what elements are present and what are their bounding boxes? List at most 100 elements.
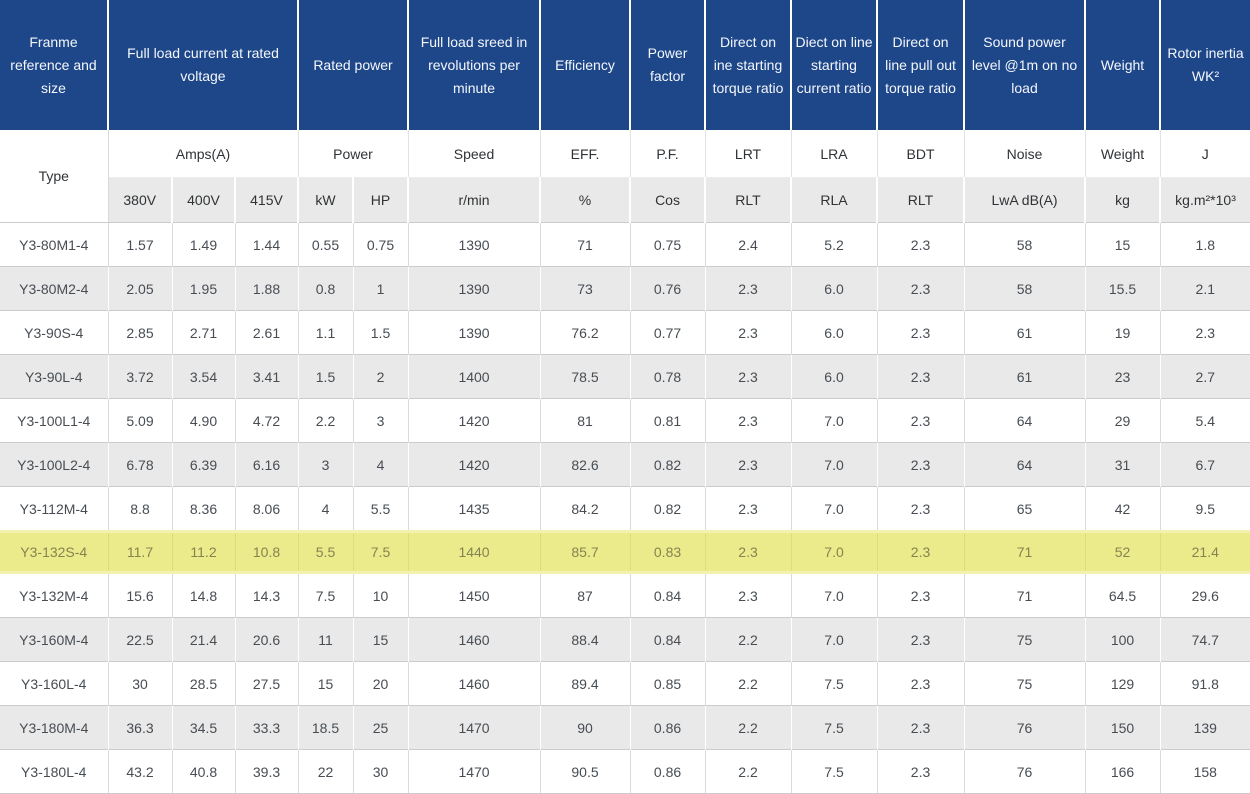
value-cell: 150 (1085, 705, 1161, 750)
value-cell: 18.5 (298, 705, 354, 750)
type-cell: Y3-112M-4 (0, 486, 109, 532)
unit-400v: 400V (172, 177, 236, 223)
value-cell: 14.8 (172, 572, 236, 618)
value-cell: 2.3 (877, 661, 965, 706)
table-row: Y3-90S-4 2.85 2.71 2.61 1.1 1.5 1390 76.2 0.77 2.… (0, 310, 1250, 355)
table-row: Y3-90L-4 3.72 3.54 3.41 1.5 2 1400 78.5 0.78 2.3 6… (0, 354, 1250, 399)
value-cell: 2.3 (877, 266, 965, 311)
value-cell: 61 (964, 354, 1086, 399)
value-cell: 139 (1160, 705, 1250, 750)
col-power-factor: Power factor (630, 0, 707, 130)
value-cell: 6.78 (108, 442, 173, 487)
col-frame-reference: Franme reference and size (0, 0, 109, 130)
value-cell: 129 (1085, 661, 1161, 706)
value-cell: 31 (1085, 442, 1161, 487)
value-cell: 2.3 (877, 486, 965, 532)
value-cell: 2.71 (172, 310, 236, 355)
value-cell: 0.76 (630, 266, 706, 311)
value-cell: 36.3 (108, 705, 173, 750)
value-cell: 7.5 (298, 572, 354, 618)
value-cell: 29.6 (1160, 572, 1250, 618)
value-cell: 2.3 (877, 310, 965, 355)
value-cell: 78.5 (540, 354, 631, 399)
value-cell: 0.83 (630, 530, 706, 574)
value-cell: 1390 (408, 266, 541, 311)
unit-hp: HP (353, 177, 410, 223)
subcol-weight: Weight (1085, 130, 1161, 178)
table-row: Y3-112M-4 8.8 8.36 8.06 4 5.5 1435 84.2 0.82 2.3 7… (0, 486, 1250, 532)
value-cell: 20 (353, 661, 409, 706)
table-row: Y3-132M-4 15.6 14.8 14.3 7.5 10 1450 87 0.84 2.3 7… (0, 572, 1250, 618)
value-cell: 1435 (408, 486, 541, 532)
header-units-row: 380V 400V 415V kW HP r/min % Cos RLT RLA… (0, 177, 1250, 223)
value-cell: 0.85 (630, 661, 706, 706)
type-cell: Y3-132M-4 (0, 572, 109, 618)
value-cell: 76.2 (540, 310, 631, 355)
value-cell: 22.5 (108, 617, 173, 662)
value-cell: 82.6 (540, 442, 631, 487)
value-cell: 2.2 (705, 705, 792, 750)
unit-percent: % (540, 177, 632, 223)
value-cell: 7.5 (791, 749, 878, 794)
value-cell: 71 (964, 530, 1086, 574)
value-cell: 76 (964, 749, 1086, 794)
value-cell: 5.5 (353, 486, 409, 532)
value-cell: 1440 (408, 530, 541, 574)
value-cell: 7.0 (791, 530, 878, 574)
value-cell: 1400 (408, 354, 541, 399)
value-cell: 15.6 (108, 572, 173, 618)
value-cell: 2.3 (705, 530, 792, 574)
value-cell: 2.3 (877, 398, 965, 443)
value-cell: 2.3 (1160, 310, 1250, 355)
value-cell: 2.3 (877, 222, 965, 267)
value-cell: 75 (964, 661, 1086, 706)
value-cell: 1.57 (108, 222, 173, 267)
value-cell: 15 (298, 661, 354, 706)
value-cell: 7.0 (791, 572, 878, 618)
value-cell: 75 (964, 617, 1086, 662)
value-cell: 2.3 (705, 398, 792, 443)
value-cell: 30 (353, 749, 409, 794)
type-cell: Y3-100L1-4 (0, 398, 109, 443)
value-cell: 1390 (408, 222, 541, 267)
subcol-pf: P.F. (630, 130, 706, 178)
value-cell: 3 (298, 442, 354, 487)
value-cell: 0.8 (298, 266, 354, 311)
value-cell: 11 (298, 617, 354, 662)
value-cell: 5.4 (1160, 398, 1250, 443)
value-cell: 1.88 (235, 266, 299, 311)
value-cell: 88.4 (540, 617, 631, 662)
table-row: Y3-80M2-4 2.05 1.95 1.88 0.8 1 1390 73 0.76 2.3 6.… (0, 266, 1250, 311)
value-cell: 2.3 (877, 572, 965, 618)
value-cell: 0.82 (630, 442, 706, 487)
type-cell: Y3-180M-4 (0, 705, 109, 750)
value-cell: 22 (298, 749, 354, 794)
value-cell: 5.2 (791, 222, 878, 267)
value-cell: 14.3 (235, 572, 299, 618)
value-cell: 15.5 (1085, 266, 1161, 311)
value-cell: 42 (1085, 486, 1161, 532)
value-cell: 3 (353, 398, 409, 443)
value-cell: 7.5 (353, 530, 409, 574)
table-row: Y3-160M-4 22.5 21.4 20.6 11 15 1460 88.4 0.84 2.2… (0, 617, 1250, 662)
value-cell: 7.5 (791, 705, 878, 750)
value-cell: 2.3 (877, 749, 965, 794)
value-cell: 1.49 (172, 222, 236, 267)
col-rated-power: Rated power (298, 0, 410, 130)
value-cell: 0.75 (630, 222, 706, 267)
value-cell: 23 (1085, 354, 1161, 399)
type-cell: Y3-100L2-4 (0, 442, 109, 487)
value-cell: 8.06 (235, 486, 299, 532)
value-cell: 1.44 (235, 222, 299, 267)
value-cell: 89.4 (540, 661, 631, 706)
value-cell: 6.0 (791, 266, 878, 311)
value-cell: 0.86 (630, 705, 706, 750)
type-cell: Y3-90L-4 (0, 354, 109, 399)
value-cell: 8.8 (108, 486, 173, 532)
value-cell: 81 (540, 398, 631, 443)
value-cell: 4.90 (172, 398, 236, 443)
value-cell: 2.3 (705, 572, 792, 618)
value-cell: 76 (964, 705, 1086, 750)
unit-380v: 380V (108, 177, 173, 223)
